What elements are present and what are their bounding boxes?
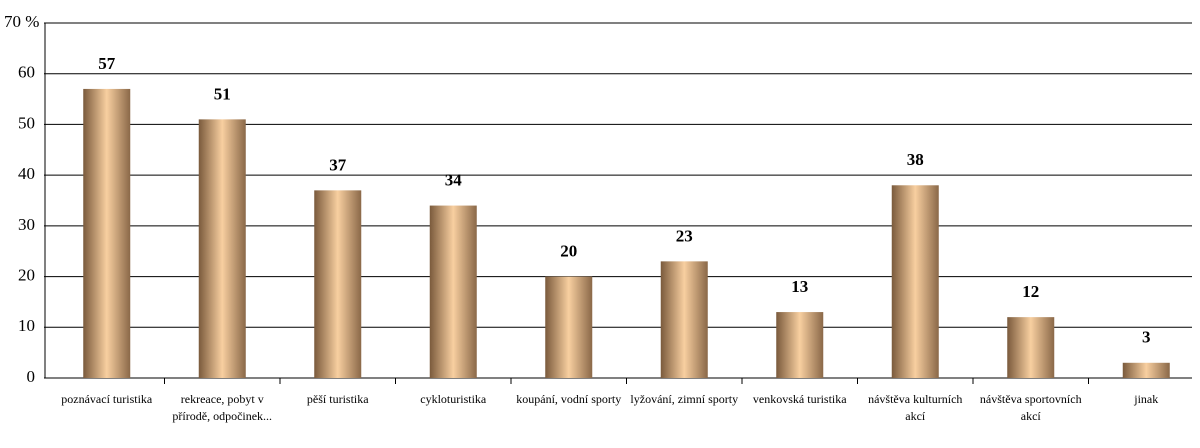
value-label: 51 — [214, 84, 231, 103]
value-label: 57 — [98, 54, 116, 73]
value-label: 13 — [791, 277, 808, 296]
x-tick-label-box: poznávací turistika — [61, 392, 153, 406]
value-label: 12 — [1022, 282, 1039, 301]
value-label: 23 — [676, 226, 693, 245]
x-tick-label-box: venkovská turistika — [752, 392, 847, 406]
value-label: 38 — [907, 150, 924, 169]
x-tick-label: lyžování, zimní sporty — [630, 392, 739, 406]
y-tick-label: 50 — [18, 113, 35, 132]
bar — [545, 276, 593, 378]
value-label: 37 — [329, 155, 347, 174]
bar — [891, 185, 939, 378]
value-label: 20 — [560, 241, 577, 260]
bar — [83, 88, 131, 378]
x-tick-label: návštěva kulturních akcí — [868, 392, 963, 423]
x-tick-label-box: návštěva sportovních akcí — [979, 392, 1082, 423]
y-tick-label: 0 — [27, 367, 36, 386]
y-tick-label: 10 — [18, 316, 35, 335]
y-tick-label: 30 — [18, 215, 35, 234]
y-tick-label: 60 — [18, 63, 35, 82]
x-tick-label: návštěva sportovních akcí — [979, 392, 1082, 423]
x-tick-label-box: cykloturistika — [420, 392, 487, 406]
x-tick-label: venkovská turistika — [752, 392, 847, 406]
x-tick-label: poznávací turistika — [61, 392, 153, 406]
bar — [1122, 362, 1170, 378]
x-tick-label-box: jinak — [1134, 392, 1159, 406]
x-tick-label-box: rekreace, pobyt v přírodě, odpočinek... — [172, 392, 273, 423]
bar — [314, 190, 362, 378]
bar — [198, 119, 246, 378]
y-tick-label: 40 — [18, 164, 35, 183]
bar — [776, 312, 824, 378]
x-tick-label: pěší turistika — [306, 392, 369, 406]
x-tick-label: jinak — [1134, 392, 1159, 406]
x-tick-label-box: pěší turistika — [306, 392, 369, 406]
bar — [1007, 317, 1055, 378]
x-tick-label-box: návštěva kulturních akcí — [868, 392, 963, 423]
x-tick-label-box: koupání, vodní sporty — [516, 392, 622, 406]
bar — [660, 261, 708, 378]
value-label: 34 — [445, 170, 463, 189]
x-tick-label: rekreace, pobyt v přírodě, odpočinek... — [172, 392, 273, 423]
value-label: 3 — [1142, 328, 1151, 347]
bar — [429, 205, 477, 378]
y-tick-label: 20 — [18, 265, 35, 284]
y-tick-label: 70 % — [4, 12, 39, 31]
x-tick-label: cykloturistika — [420, 392, 487, 406]
x-tick-label: koupání, vodní sporty — [516, 392, 622, 406]
x-tick-label-box: lyžování, zimní sporty — [630, 392, 739, 406]
